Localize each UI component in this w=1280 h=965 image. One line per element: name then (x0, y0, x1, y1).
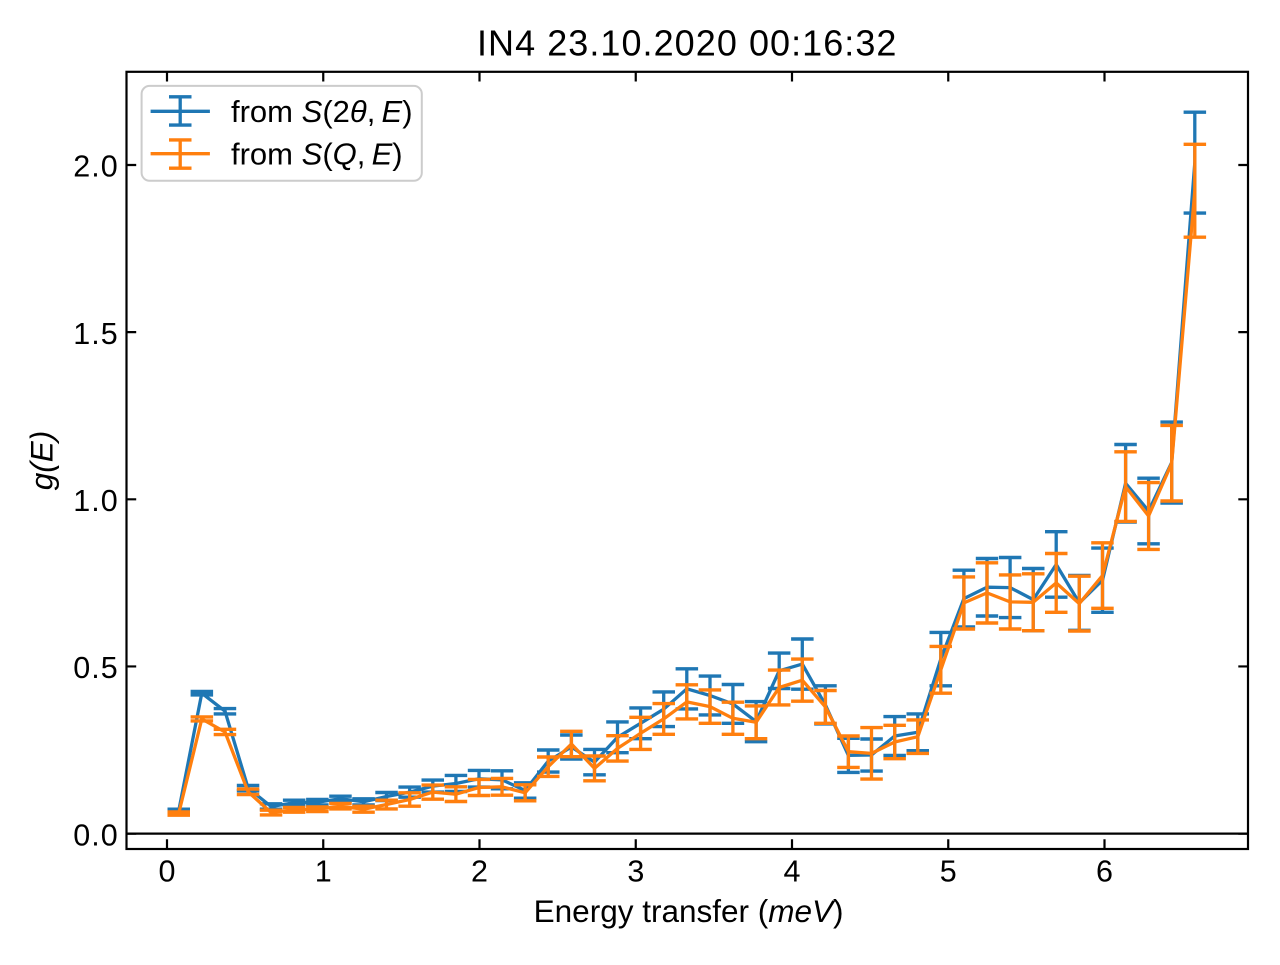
svg-text:1.0: 1.0 (73, 484, 118, 518)
svg-text:4: 4 (784, 855, 801, 889)
svg-text:Energy transfer (meV): Energy transfer (meV) (534, 893, 844, 929)
svg-text:0: 0 (159, 855, 176, 889)
svg-text:from S(2θ, E): from S(2θ, E) (231, 94, 413, 129)
svg-text:0.0: 0.0 (73, 818, 118, 852)
svg-text:3: 3 (627, 855, 644, 889)
svg-text:0.5: 0.5 (73, 651, 118, 685)
svg-text:from S(Q, E): from S(Q, E) (231, 136, 403, 171)
svg-text:IN4 23.10.2020 00:16:32: IN4 23.10.2020 00:16:32 (477, 23, 897, 64)
svg-text:1: 1 (315, 855, 332, 889)
svg-text:1.5: 1.5 (73, 317, 118, 351)
svg-text:5: 5 (940, 855, 957, 889)
svg-text:2.0: 2.0 (73, 150, 118, 184)
svg-text:g(E): g(E) (24, 431, 60, 491)
svg-text:2: 2 (471, 855, 488, 889)
svg-text:6: 6 (1096, 855, 1113, 889)
